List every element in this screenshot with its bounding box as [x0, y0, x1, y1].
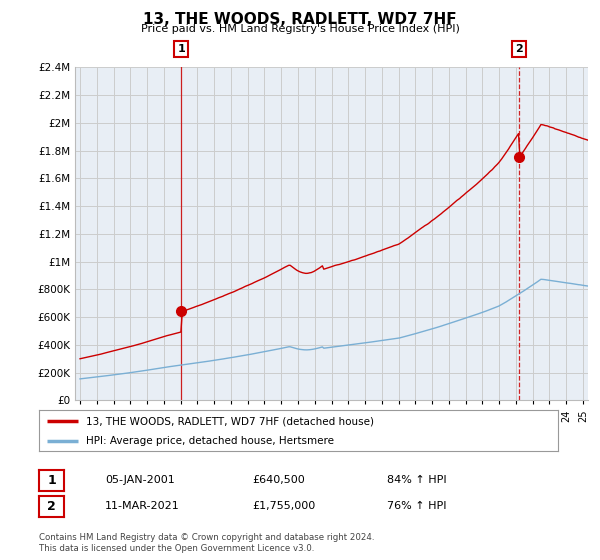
Text: 13, THE WOODS, RADLETT, WD7 7HF (detached house): 13, THE WOODS, RADLETT, WD7 7HF (detache…: [86, 417, 374, 426]
Text: 84% ↑ HPI: 84% ↑ HPI: [387, 475, 446, 486]
Text: 2: 2: [47, 500, 56, 513]
Text: 11-MAR-2021: 11-MAR-2021: [105, 501, 180, 511]
Text: 1: 1: [47, 474, 56, 487]
Text: Contains HM Land Registry data © Crown copyright and database right 2024.
This d: Contains HM Land Registry data © Crown c…: [39, 533, 374, 553]
Text: Price paid vs. HM Land Registry's House Price Index (HPI): Price paid vs. HM Land Registry's House …: [140, 24, 460, 34]
Text: 76% ↑ HPI: 76% ↑ HPI: [387, 501, 446, 511]
Text: 13, THE WOODS, RADLETT, WD7 7HF: 13, THE WOODS, RADLETT, WD7 7HF: [143, 12, 457, 27]
Text: £640,500: £640,500: [252, 475, 305, 486]
Text: 05-JAN-2001: 05-JAN-2001: [105, 475, 175, 486]
Text: 1: 1: [178, 44, 185, 54]
Text: HPI: Average price, detached house, Hertsmere: HPI: Average price, detached house, Hert…: [86, 436, 334, 446]
Text: 2: 2: [515, 44, 523, 54]
Text: £1,755,000: £1,755,000: [252, 501, 315, 511]
